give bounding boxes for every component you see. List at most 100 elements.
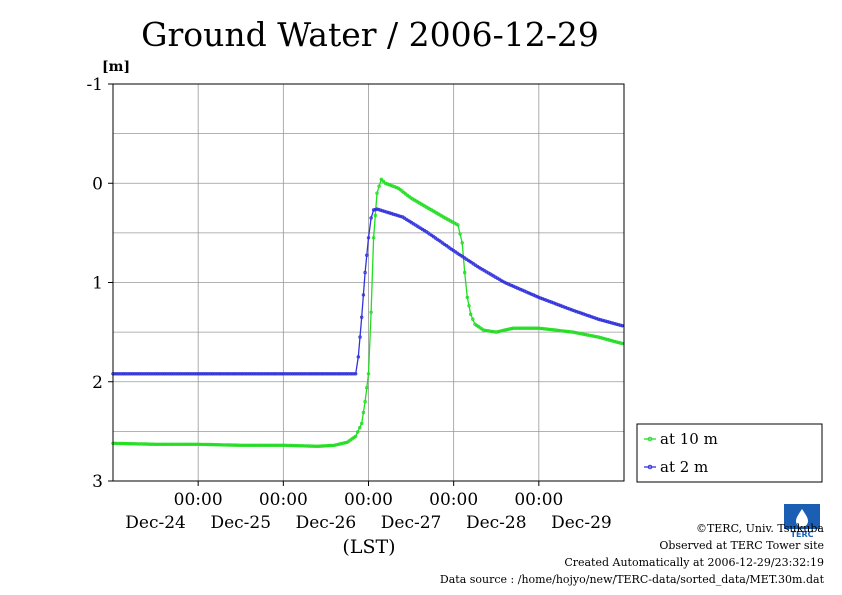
data-point [365, 386, 369, 390]
data-point [192, 372, 197, 376]
data-point [148, 442, 152, 446]
data-point [336, 372, 340, 376]
data-point [501, 328, 505, 333]
data-point [148, 372, 152, 376]
data-point [164, 372, 168, 376]
data-point [214, 372, 218, 376]
data-point [611, 321, 615, 325]
data-point [520, 326, 525, 330]
data-point [540, 297, 545, 301]
data-point [371, 236, 376, 240]
data-point [210, 372, 215, 376]
data-point [182, 372, 186, 376]
data-point [380, 209, 385, 213]
data-point [136, 372, 140, 376]
data-point [589, 315, 593, 319]
data-point [296, 372, 300, 376]
data-point [389, 183, 393, 188]
data-point [258, 372, 262, 376]
legend-marker [647, 436, 653, 442]
data-point [508, 283, 512, 287]
data-point [363, 270, 367, 275]
data-point [123, 441, 128, 446]
data-point [217, 372, 222, 376]
data-point [511, 326, 515, 330]
series-layer [111, 177, 625, 448]
data-point [233, 372, 238, 376]
data-point [260, 443, 264, 447]
data-point [118, 441, 122, 446]
data-point [223, 372, 227, 376]
data-point [469, 312, 473, 316]
data-point [319, 372, 323, 376]
data-point [199, 442, 204, 447]
data-point [312, 444, 316, 448]
data-point [114, 441, 119, 446]
data-point [199, 372, 204, 376]
data-point [386, 210, 390, 215]
data-point [544, 298, 548, 302]
data-point [226, 443, 230, 447]
data-point [613, 339, 617, 344]
data-point [562, 329, 566, 333]
data-point [180, 372, 184, 376]
data-point [393, 212, 397, 217]
data-point [611, 339, 615, 343]
data-point [317, 372, 321, 376]
data-point [604, 337, 608, 341]
data-point [574, 331, 579, 335]
data-point [329, 372, 333, 376]
data-point [569, 307, 573, 312]
x-day-label: Dec-29 [551, 513, 612, 533]
data-point [483, 328, 487, 333]
data-point [616, 323, 621, 327]
data-point [332, 443, 337, 447]
data-point [294, 372, 298, 376]
data-point [276, 443, 280, 447]
chart-title: Ground Water / 2006-12-29 [141, 15, 599, 54]
data-point [531, 326, 536, 330]
data-point [281, 372, 285, 376]
x-tick-time-label: 00:00 [174, 490, 223, 510]
data-point [339, 372, 343, 376]
data-point [585, 333, 590, 337]
data-point [391, 212, 396, 216]
data-point [565, 329, 570, 334]
data-point [285, 372, 289, 376]
data-point [366, 236, 371, 240]
data-point [299, 372, 304, 376]
data-point [210, 442, 215, 447]
data-point [361, 293, 366, 297]
data-point [251, 372, 255, 376]
data-point [549, 327, 554, 332]
data-point [319, 444, 323, 448]
data-point [187, 442, 191, 446]
data-point [276, 372, 280, 376]
data-point [320, 444, 325, 448]
data-point [183, 442, 188, 446]
data-point [157, 372, 161, 376]
data-point [584, 313, 588, 317]
data-point [292, 443, 296, 448]
data-point [467, 304, 471, 308]
data-point [262, 372, 266, 376]
x-day-label: Dec-26 [296, 513, 357, 533]
data-point [128, 442, 133, 446]
data-point [547, 299, 552, 304]
data-point [365, 253, 369, 257]
data-point [231, 443, 236, 447]
data-point [556, 303, 561, 307]
data-point [176, 372, 181, 376]
data-point [587, 333, 591, 337]
data-point [397, 214, 401, 218]
data-point [547, 327, 552, 332]
x-day-label: Dec-25 [210, 513, 271, 533]
data-point [123, 372, 128, 376]
data-point [471, 317, 475, 321]
data-point [313, 444, 318, 448]
data-point [594, 335, 599, 339]
data-point [596, 317, 601, 321]
data-point [591, 315, 595, 319]
data-point [503, 328, 507, 332]
